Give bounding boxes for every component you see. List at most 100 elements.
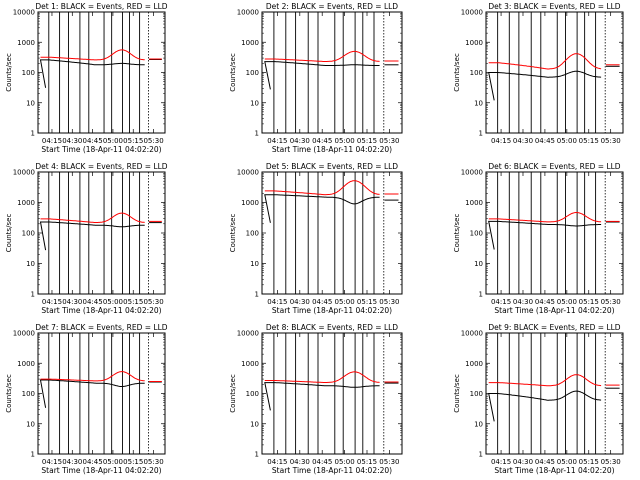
series-lld-line [488,53,602,70]
series-lld-line [40,212,145,223]
y-tick-label: 100 [246,390,259,398]
plot-frame [485,332,624,455]
x-tick-label: 04:30 [290,458,310,466]
x-tick-label: 05:15 [579,298,599,306]
chart-panel-9: Det 9: BLACK = Events, RED = LLD Start Ti… [453,323,624,475]
y-tick-label: 10 [250,420,259,428]
x-tick-label: 04:15 [267,137,287,145]
plot-frame [37,171,166,295]
y-axis-label: Counts/sec [5,374,13,413]
x-tick-label: 05:15 [123,458,143,466]
x-tick-label: 05:30 [379,458,399,466]
x-axis-label: Start Time (18-Apr-11 04:02:20) [494,306,614,315]
chart-title: Det 6: BLACK = Events, RED = LLD [488,162,620,171]
y-tick-label: 10000 [461,9,483,17]
x-axis-label: Start Time (18-Apr-11 04:02:20) [272,145,392,154]
x-tick-label: 05:00 [335,458,355,466]
y-axis-label: Counts/sec [5,53,13,92]
y-tick-label: 10000 [461,330,483,338]
y-tick-label: 1 [31,130,35,138]
y-tick-label: 10000 [13,9,35,17]
y-tick-label: 1000 [241,360,259,368]
x-tick-label: 04:45 [83,458,103,466]
x-tick-label: 05:15 [579,137,599,145]
y-tick-label: 100 [470,230,483,238]
plot-frame [261,171,403,295]
chart-title: Det 7: BLACK = Events, RED = LLD [35,323,167,332]
chart-title: Det 5: BLACK = Events, RED = LLD [266,162,398,171]
x-tick-label: 05:15 [357,298,377,306]
chart-panel-2: Det 2: BLACK = Events, RED = LLD Start Ti… [229,2,403,154]
series-lld-line [264,50,380,62]
x-tick-label: 05:15 [123,298,143,306]
x-tick-label: 04:45 [535,458,555,466]
chart-panel-6: Det 6: BLACK = Events, RED = LLD Start Ti… [453,162,624,315]
y-axis-label: Counts/sec [229,374,237,413]
y-tick-label: 1000 [241,39,259,47]
x-tick-label: 04:15 [491,458,511,466]
y-tick-label: 100 [22,69,35,77]
x-tick-label: 04:15 [491,298,511,306]
y-tick-label: 10 [26,99,35,107]
chart-title: Det 1: BLACK = Events, RED = LLD [35,2,167,11]
x-tick-label: 05:00 [103,458,123,466]
x-tick-label: 04:45 [83,298,103,306]
x-tick-label: 04:45 [83,137,103,145]
x-axis-label: Start Time (18-Apr-11 04:02:20) [41,145,161,154]
x-tick-label: 04:15 [42,298,62,306]
x-tick-label: 04:30 [62,137,82,145]
y-tick-label: 10 [26,260,35,268]
plot-frame [37,11,166,134]
x-tick-label: 04:15 [491,137,511,145]
x-tick-label: 04:45 [535,298,555,306]
x-tick-label: 04:30 [290,298,310,306]
y-tick-label: 1 [255,451,259,459]
x-axis-label: Start Time (18-Apr-11 04:02:20) [494,466,614,475]
plot-frame [261,11,403,134]
x-tick-label: 05:00 [557,458,577,466]
x-tick-label: 04:45 [535,137,555,145]
x-axis-label: Start Time (18-Apr-11 04:02:20) [272,306,392,315]
x-tick-label: 05:00 [103,137,123,145]
x-tick-label: 05:30 [143,137,163,145]
chart-panel-4: Det 4: BLACK = Events, RED = LLD Start Ti… [5,162,168,315]
plot-frame [37,332,166,455]
x-tick-label: 04:15 [42,137,62,145]
y-axis-label: Counts/sec [229,53,237,92]
y-axis-label: Counts/sec [229,214,237,253]
y-tick-label: 100 [22,390,35,398]
series-lld-line [488,374,602,387]
series-events-line [488,390,602,422]
chart-panel-3: Det 3: BLACK = Events, RED = LLD Counts/s… [453,2,624,145]
y-tick-label: 1000 [17,199,35,207]
y-tick-label: 1000 [465,199,483,207]
y-tick-label: 1000 [465,39,483,47]
y-tick-label: 10000 [237,330,259,338]
series-events-line [264,194,380,223]
x-tick-label: 04:15 [267,458,287,466]
series-events-line [264,382,380,411]
y-tick-label: 1 [479,130,483,138]
y-tick-label: 1000 [17,39,35,47]
chart-title: Det 2: BLACK = Events, RED = LLD [266,2,398,11]
x-axis-label: Start Time (18-Apr-11 04:02:20) [41,306,161,315]
y-tick-label: 10 [26,420,35,428]
y-tick-label: 100 [470,390,483,398]
series-events-line [488,220,602,250]
y-tick-label: 100 [246,69,259,77]
series-events-line [39,221,145,251]
x-tick-label: 04:45 [312,298,332,306]
y-tick-label: 1000 [465,360,483,368]
chart-panel-7: Det 7: BLACK = Events, RED = LLD Start Ti… [5,323,168,475]
series-lld-line [40,49,145,61]
x-axis-label: Start Time (18-Apr-11 04:02:20) [272,466,392,475]
x-tick-label: 04:15 [42,458,62,466]
x-tick-label: 05:00 [557,298,577,306]
y-tick-label: 1000 [17,360,35,368]
x-tick-label: 04:30 [513,137,533,145]
x-tick-label: 05:00 [557,137,577,145]
series-lld-line [488,212,602,223]
y-tick-label: 1 [31,451,35,459]
chart-title: Det 9: BLACK = Events, RED = LLD [488,323,620,332]
x-tick-label: 05:15 [357,137,377,145]
